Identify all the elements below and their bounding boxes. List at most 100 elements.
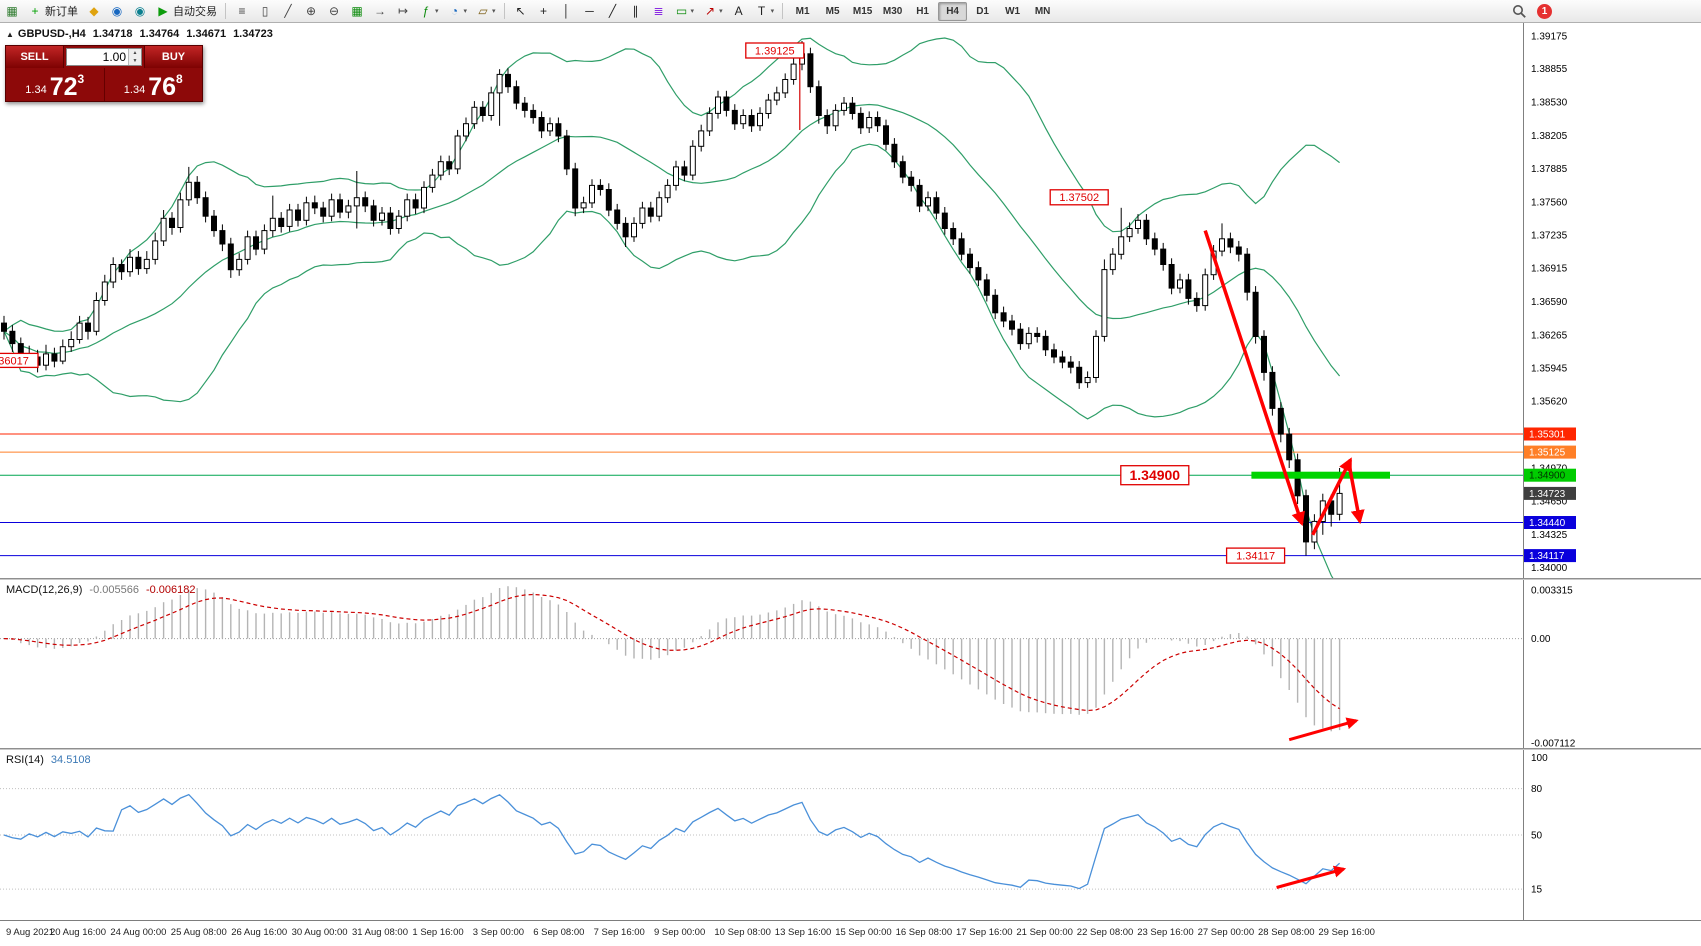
vertical-line-button[interactable]: │ (556, 1, 578, 22)
equidistant-channel-button[interactable]: ∥ (625, 1, 647, 22)
auto-trading-button[interactable]: ▶ 自动交易 (152, 1, 221, 22)
periods-icon: ◔ (450, 4, 459, 18)
templates-button[interactable]: ▱ ▾ (472, 1, 500, 22)
zoom-out-button[interactable]: ⊖ (323, 1, 345, 22)
timeframe-h4[interactable]: H4 (938, 1, 968, 21)
volume-up-icon[interactable]: ▲ (129, 49, 141, 57)
indicators-button[interactable]: ƒ ▾ (415, 1, 443, 22)
timeframe-m30[interactable]: M30 (882, 5, 903, 17)
expert-advisors-button[interactable]: ◆ (83, 1, 105, 22)
trend-arrow-3[interactable] (1347, 462, 1365, 525)
tile-windows-button[interactable]: ▦ (346, 1, 368, 22)
timeframe-m5[interactable]: M5 (825, 5, 840, 17)
panel-splitter[interactable] (0, 578, 1701, 580)
candle-body (152, 240, 159, 260)
candle-body (219, 230, 226, 245)
rsi-panel[interactable]: 100 80 50 15 RSI(14) 34.5108 (0, 750, 1701, 920)
cursor-button[interactable]: ↖ (510, 1, 532, 22)
candle-body (337, 199, 343, 213)
candle-body (1143, 219, 1150, 240)
sell-button[interactable]: SELL (6, 46, 64, 68)
bar-chart-button[interactable]: ≡ (231, 1, 253, 22)
trendline-button[interactable]: ╱ (602, 1, 624, 22)
sell-price-pip: 3 (77, 72, 85, 86)
timeframe-mn[interactable]: MN (1034, 5, 1051, 17)
candle-body (488, 92, 495, 117)
candle-body (841, 102, 847, 111)
price-chart-panel[interactable]: 1.39125 1.37502 1.34900 1.34117 .36017 1.3917… (0, 23, 1701, 580)
timeframe-m1[interactable]: M1 (795, 5, 810, 17)
trend-arrow-1[interactable] (1203, 230, 1305, 527)
timeframe-h1[interactable]: H1 (916, 5, 929, 17)
timeframe-m15[interactable]: M15 (852, 5, 873, 17)
annotation-36017[interactable]: .36017 (0, 352, 39, 369)
macd-panel[interactable]: 0.003315 0.00 -0.007112 MACD(12,26,9) -0.00… (0, 580, 1701, 750)
candle-body (194, 181, 201, 199)
volume-down-icon[interactable]: ▼ (129, 57, 141, 65)
svg-text:1.39125: 1.39125 (755, 45, 795, 57)
data-window-button[interactable]: ◉ (129, 1, 151, 22)
candle-body (1219, 238, 1225, 252)
candle-body (160, 217, 167, 242)
chart-window-button[interactable]: ▦ (1, 1, 23, 22)
svg-text:1.37502: 1.37502 (1059, 192, 1099, 204)
price-tick: 1.35945 (1531, 363, 1568, 374)
time-label: 21 Sep 00:00 (1016, 927, 1073, 938)
timeframe-d1[interactable]: D1 (976, 5, 989, 17)
rsi-trend-arrow[interactable] (1276, 865, 1347, 889)
rsi-canvas[interactable]: 100 80 50 15 (0, 750, 1701, 920)
candle-body (782, 79, 789, 94)
arrows-button[interactable]: ↗ ▾ (699, 1, 727, 22)
candlestick-chart-button[interactable]: ▯ (254, 1, 276, 22)
candle-body (748, 115, 755, 127)
annotation-134900[interactable]: 1.34900 (1120, 465, 1190, 486)
annotation-137502[interactable]: 1.37502 (1049, 189, 1109, 206)
price-tag (1524, 516, 1576, 529)
bollinger-middle (3, 103, 1341, 377)
text-button[interactable]: A (728, 1, 750, 22)
buy-price[interactable]: 1.34 76 8 (105, 68, 203, 101)
chart-shift-icon: ↦ (397, 4, 409, 18)
horizontal-line-button[interactable]: ─ (579, 1, 601, 22)
zoom-in-button[interactable]: ⊕ (300, 1, 322, 22)
annotation-139125[interactable]: 1.39125 (745, 42, 805, 130)
macd-trend-arrow[interactable] (1288, 717, 1359, 742)
periods-button[interactable]: ◔ ▾ (444, 1, 472, 22)
text-label-button[interactable]: T ▾ (751, 1, 779, 22)
line-chart-button[interactable]: ╱ (277, 1, 299, 22)
fibonacci-button[interactable]: ≣ (648, 1, 670, 22)
volume-input[interactable] (67, 49, 128, 65)
candle-body (59, 346, 66, 362)
timeframe-w1[interactable]: W1 (1005, 5, 1021, 17)
buy-button[interactable]: BUY (144, 46, 202, 68)
market-watch-button[interactable]: ◉ (106, 1, 128, 22)
panel-splitter[interactable] (0, 748, 1701, 750)
sell-price[interactable]: 1.34 72 3 (6, 68, 105, 101)
price-tag-label: 1.34900 (1529, 471, 1566, 482)
candle-body (832, 109, 839, 127)
sell-price-big: 72 (49, 72, 78, 101)
candle-body (135, 256, 142, 270)
macd-canvas[interactable]: 0.003315 0.00 -0.007112 (0, 580, 1701, 750)
candle-body (983, 279, 990, 296)
candle-body (446, 161, 453, 170)
price-tick: 1.34000 (1531, 563, 1568, 574)
shapes-button[interactable]: ▭ ▾ (671, 1, 699, 22)
crosshair-button[interactable]: + (533, 1, 555, 22)
candle-body (631, 222, 637, 238)
chart-shift-button[interactable]: ↦ (392, 1, 414, 22)
candle-body (866, 117, 873, 129)
text-label-icon: T (757, 4, 766, 18)
caret-down-icon: ▾ (770, 8, 775, 15)
candle-body (295, 209, 301, 221)
price-chart-canvas[interactable]: 1.39125 1.37502 1.34900 1.34117 .36017 1.3917… (0, 23, 1701, 580)
annotation-134117[interactable]: 1.34117 (1225, 547, 1286, 564)
search-icon[interactable] (1512, 4, 1527, 19)
support-segment[interactable] (1251, 471, 1390, 479)
trend-arrow-2[interactable] (1311, 457, 1353, 536)
auto-scroll-button[interactable]: → (369, 1, 391, 22)
candle-body (664, 184, 671, 199)
notification-badge[interactable]: 1 (1537, 4, 1552, 19)
candle-body (1093, 335, 1099, 378)
new-order-button[interactable]: + 新订单 (24, 1, 82, 22)
